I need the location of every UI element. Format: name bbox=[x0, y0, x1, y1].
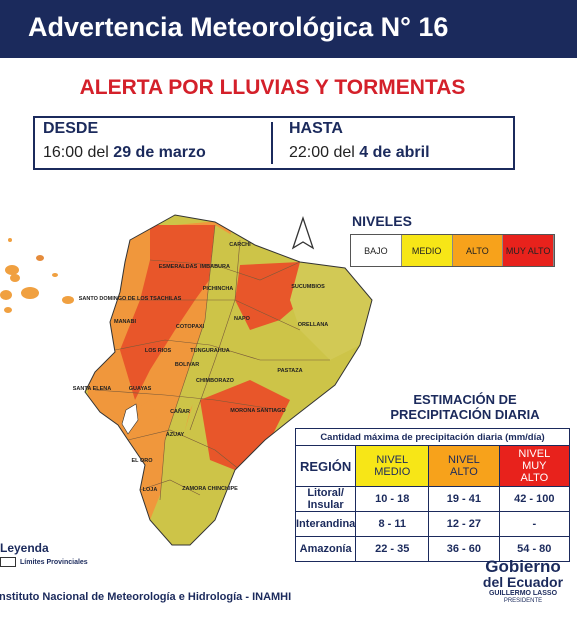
province-label: LOJA bbox=[143, 487, 158, 493]
province-label: PICHINCHA bbox=[203, 286, 234, 292]
alert-title: ALERTA POR LLUVIAS Y TORMENTAS bbox=[79, 76, 466, 99]
province-label: LOS RIOS bbox=[145, 348, 172, 354]
table-header: NIVEL MUY ALTO bbox=[498, 445, 571, 487]
province-label: ESMERALDAS bbox=[159, 264, 198, 270]
title-bar: Advertencia Meteorológica N° 16 bbox=[0, 0, 577, 58]
logo-line: GUILLERMO LASSO bbox=[488, 590, 558, 597]
province-label: ORELLANA bbox=[298, 322, 329, 328]
from-value: 16:00 del 29 de marzo bbox=[43, 144, 206, 162]
legend-item: Límites Provinciales bbox=[0, 557, 88, 567]
table-cell: 19 - 41 bbox=[428, 486, 500, 512]
table-header: NIVEL ALTO bbox=[428, 445, 500, 487]
logo-line: Gobierno bbox=[485, 557, 561, 576]
precip-table: Cantidad máxima de precipitación diaria … bbox=[294, 428, 571, 562]
table-cell: 12 - 27 bbox=[428, 511, 500, 537]
province-label: CARCHI bbox=[229, 242, 251, 248]
province-label: MANABI bbox=[114, 319, 136, 325]
country-outline bbox=[84, 214, 373, 546]
table-cell: 10 - 18 bbox=[355, 486, 430, 512]
north-arrow bbox=[291, 215, 315, 250]
province-label: ZAMORA CHINCHIPE bbox=[182, 486, 238, 492]
from-label: DESDE bbox=[43, 120, 99, 137]
province-label: NAPO bbox=[234, 316, 251, 322]
table-caption: Cantidad máxima de precipitación diaria … bbox=[295, 428, 570, 446]
province-label: SUCUMBIOS bbox=[291, 284, 325, 290]
province-label: EL ORO bbox=[132, 458, 154, 464]
table-cell: - bbox=[498, 511, 571, 537]
to-time: 22:00 del bbox=[289, 144, 355, 161]
logo-line: PRESIDENTE bbox=[503, 598, 543, 604]
table-caption-row: Cantidad máxima de precipitación diaria … bbox=[295, 428, 570, 446]
province-label: CHIMBORAZO bbox=[196, 378, 235, 384]
to-label: HASTA bbox=[289, 120, 343, 137]
divider bbox=[271, 122, 273, 164]
level-swatch: MUY ALTO bbox=[503, 235, 554, 266]
table-row: Litoral/ Insular 10 - 18 19 - 41 42 - 100 bbox=[294, 486, 571, 512]
from: DESDE 16:00 del 29 de marzo bbox=[43, 120, 206, 162]
province-label: SANTO DOMINGO DE LOS TSACHILAS bbox=[79, 296, 182, 302]
table-header-row: REGIÓN NIVEL MEDIO NIVEL ALTO NIVEL MUY ALT… bbox=[294, 445, 571, 487]
province-label: CAÑAR bbox=[170, 408, 190, 415]
from-date: 29 de marzo bbox=[113, 144, 206, 161]
map-regions bbox=[85, 215, 372, 545]
province-labels: ESMERALDAS CARCHI IMBABURA SUCUMBIOS SANTO D… bbox=[73, 242, 329, 493]
province-label: SANTA ELENA bbox=[73, 386, 112, 392]
levels-scale: BAJO MEDIO ALTO MUY ALTO bbox=[350, 234, 555, 267]
table-cell: 22 - 35 bbox=[355, 536, 430, 562]
region-name: Interandina bbox=[294, 511, 357, 537]
table-header: NIVEL MEDIO bbox=[355, 445, 430, 487]
region-name: Litoral/ Insular bbox=[294, 486, 357, 512]
level-swatch: ALTO bbox=[452, 235, 504, 266]
map: ESMERALDAS CARCHI IMBABURA SUCUMBIOS SANTO D… bbox=[0, 214, 373, 546]
province-label: MORONA SANTIAGO bbox=[230, 408, 286, 414]
level-swatch: MEDIO bbox=[401, 235, 453, 266]
province-label: COTOPAXI bbox=[176, 324, 205, 330]
level-swatch: BAJO bbox=[351, 235, 402, 266]
table-header: REGIÓN bbox=[294, 445, 357, 487]
legend-swatch bbox=[0, 557, 16, 567]
legend-label: Límites Provinciales bbox=[20, 558, 88, 566]
to: HASTA 22:00 del 4 de abril bbox=[289, 120, 430, 162]
province-lines bbox=[94, 224, 330, 501]
province-label: BOLIVAR bbox=[175, 362, 199, 368]
gulf-island bbox=[121, 403, 139, 435]
from-time: 16:00 del bbox=[43, 144, 109, 161]
province-label: AZUAY bbox=[166, 432, 185, 438]
estimate-title-line: PRECIPITACIÓN DIARIA bbox=[390, 407, 540, 422]
table-cell: 54 - 80 bbox=[498, 536, 571, 562]
table-cell: 36 - 60 bbox=[428, 536, 500, 562]
province-label: IMBABURA bbox=[200, 264, 230, 270]
estimate-title-line: ESTIMACIÓN DE bbox=[413, 392, 517, 407]
logo-line: del Ecuador bbox=[482, 574, 564, 590]
period-box: DESDE 16:00 del 29 de marzo HASTA 22:00 … bbox=[33, 116, 515, 170]
table-cell: 8 - 11 bbox=[355, 511, 430, 537]
table-row: Interandina 8 - 11 12 - 27- bbox=[294, 511, 571, 537]
page-title: Advertencia Meteorológica N° 16 bbox=[28, 12, 449, 42]
to-value: 22:00 del 4 de abril bbox=[289, 144, 430, 162]
gov-logo: Gobierno del Ecuador GUILLERMO LASSO PRE… bbox=[478, 558, 568, 605]
province-label: TUNGURAHUA bbox=[190, 348, 229, 354]
islands bbox=[0, 238, 74, 313]
to-date: 4 de abril bbox=[359, 144, 430, 161]
estimate-title: ESTIMACIÓN DE PRECIPITACIÓN DIARIA bbox=[380, 392, 550, 422]
province-label: PASTAZA bbox=[277, 368, 302, 374]
legend-title: Leyenda bbox=[0, 541, 49, 555]
footer-institution: Instituto Nacional de Meteorología e Hid… bbox=[0, 591, 292, 603]
region-name: Amazonía bbox=[294, 536, 357, 562]
table-row: Amazonía 22 - 35 36 - 60 54 - 80 bbox=[294, 536, 571, 562]
province-label: GUAYAS bbox=[129, 386, 152, 392]
table-cell: 42 - 100 bbox=[498, 486, 571, 512]
levels-title: NIVELES bbox=[352, 213, 412, 229]
